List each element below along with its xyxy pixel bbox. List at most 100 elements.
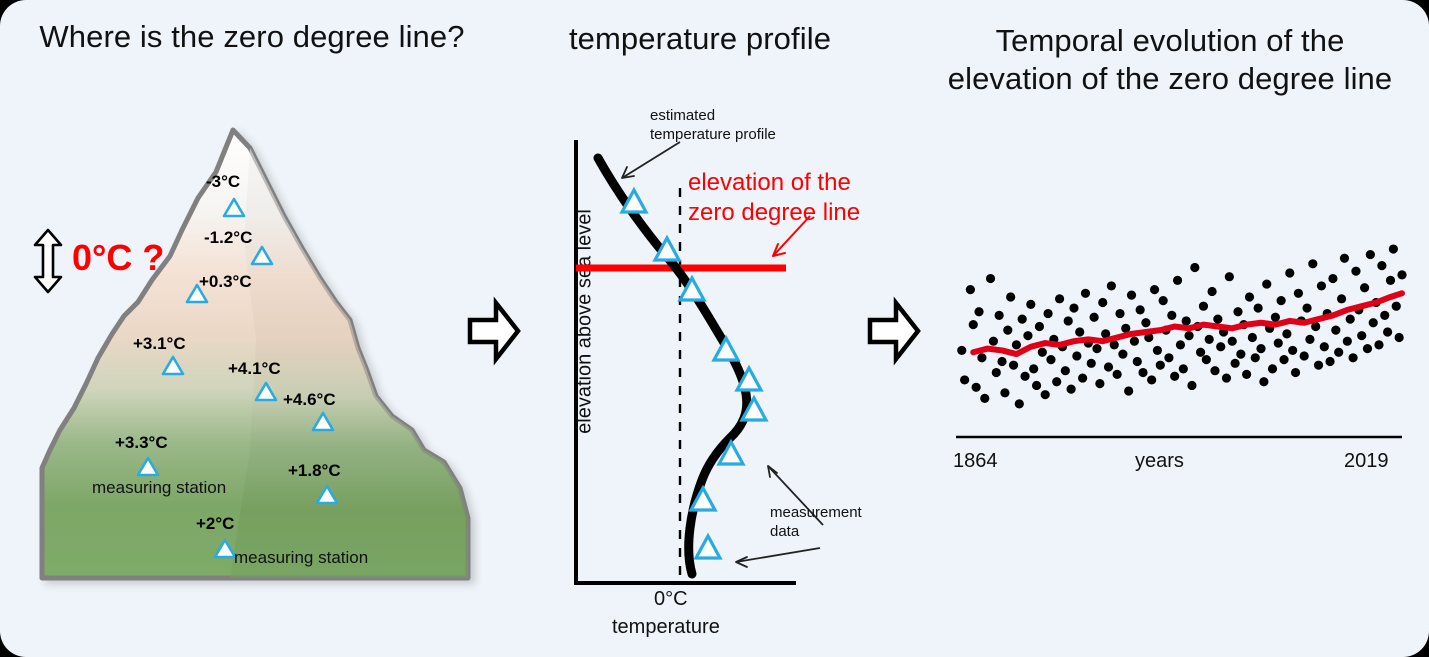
scatter-point <box>1069 303 1079 313</box>
measuring-station-caption: measuring station <box>92 478 227 497</box>
scatter-point <box>985 273 996 284</box>
scatter-point <box>988 336 999 346</box>
scatter-point <box>1006 292 1016 302</box>
station-temperature-label: -3°C <box>206 172 241 191</box>
annotation-arrow-zero-line <box>772 215 811 257</box>
scatter-point <box>1374 340 1384 350</box>
scatter-point <box>1253 303 1263 313</box>
scatter-point <box>994 310 1004 321</box>
scatter-point <box>977 353 987 363</box>
scatter-point <box>1233 307 1243 317</box>
measuring-station-triangle-icon <box>161 355 185 376</box>
scatter-point <box>1026 299 1036 309</box>
measuring-station-triangle-icon <box>250 245 274 266</box>
scatter-point <box>1129 336 1139 346</box>
scatter-point <box>1132 356 1142 367</box>
scatter-point <box>997 356 1007 367</box>
station-temperature-label: +2°C <box>196 514 235 533</box>
scatter-point <box>1242 369 1252 379</box>
scatter-point <box>1279 355 1289 365</box>
scatter-point <box>1345 314 1355 324</box>
scatter-point <box>1230 358 1240 368</box>
scatter-point <box>1175 340 1186 350</box>
scatter-point <box>1357 331 1367 341</box>
scatter-point <box>1060 366 1070 376</box>
left-panel-title: Where is the zero degree line? <box>39 19 465 54</box>
scatter-point <box>1017 314 1027 324</box>
scatter-point <box>1359 283 1370 293</box>
scatter-point <box>1126 290 1137 300</box>
measuring-station-triangle-icon <box>136 456 160 477</box>
x-axis-label-temperature: temperature <box>612 616 720 638</box>
station-temperature-label: -1.2°C <box>204 228 253 247</box>
scatter-point <box>957 345 967 356</box>
measuring-station-triangle-icon <box>222 197 246 218</box>
x-axis-end-year-label: 2019 <box>1344 450 1389 472</box>
scatter-point <box>1052 377 1062 387</box>
scatter-point <box>1106 281 1116 291</box>
measuring-station-triangle-icon <box>254 381 278 402</box>
scatter-point <box>1221 373 1232 383</box>
scatter-point <box>1285 268 1295 278</box>
scatter-point <box>1262 279 1272 289</box>
scatter-point <box>1288 345 1298 356</box>
scatter-point <box>1020 371 1030 381</box>
scatter-point <box>1299 351 1309 361</box>
measuring-station-caption: measuring station <box>234 548 369 567</box>
scatter-point <box>1103 362 1114 372</box>
scatter-points <box>957 244 1407 409</box>
middle-panel-title: temperature profile <box>568 21 832 56</box>
scatter-point <box>1201 355 1211 365</box>
temperature-profile-chart <box>574 140 824 585</box>
smoothed-trend-line <box>970 290 1405 358</box>
annotation-measurement-data: measurement data <box>770 504 862 540</box>
scatter-point <box>1362 343 1373 354</box>
scatter-point <box>1095 379 1105 389</box>
scatter-point <box>1368 318 1378 328</box>
scatter-point <box>1063 316 1073 326</box>
scatter-point <box>1397 270 1407 280</box>
scatter-point <box>1267 364 1278 374</box>
scatter-point <box>1080 288 1091 298</box>
scatter-point <box>1334 347 1344 357</box>
scatter-point <box>1210 366 1220 376</box>
scatter-point <box>1187 380 1197 391</box>
scatter-point <box>1011 340 1022 350</box>
scatter-point <box>1040 390 1050 400</box>
station-temperature-label: +1.8°C <box>288 461 341 480</box>
scatter-point <box>960 375 970 385</box>
scatter-point <box>1138 367 1148 378</box>
scatter-point <box>974 307 984 317</box>
scatter-point <box>1331 325 1341 335</box>
scatter-point <box>1270 312 1280 322</box>
scatter-point <box>1054 294 1065 304</box>
scatter-point <box>1293 288 1304 298</box>
scatter-point <box>1046 355 1056 365</box>
zero-degree-question-label: 0°C ? <box>72 237 165 278</box>
scatter-point <box>1115 308 1125 319</box>
scatter-point <box>1031 380 1042 391</box>
scatter-point <box>1109 340 1119 350</box>
scatter-point <box>1394 332 1404 343</box>
scatter-point <box>1198 301 1209 311</box>
scatter-point <box>1328 273 1338 284</box>
scatter-point <box>1003 325 1013 335</box>
scatter-point <box>1158 296 1168 306</box>
measuring-station-triangle-icon <box>315 484 339 505</box>
scatter-point <box>1236 349 1246 359</box>
scatter-point <box>1348 353 1358 363</box>
scatter-point <box>1149 285 1160 295</box>
scatter-point <box>1078 373 1088 383</box>
scatter-point <box>1351 266 1361 276</box>
scatter-point <box>1029 364 1039 374</box>
scatter-point <box>1098 297 1108 308</box>
scatter-point <box>1336 294 1347 304</box>
scatter-point <box>1034 321 1045 332</box>
scatter-point <box>1302 303 1312 313</box>
scatter-point <box>1037 347 1047 357</box>
scatter-point <box>1072 351 1082 361</box>
scatter-point <box>1311 321 1321 332</box>
block-arrow-right-icon-1 <box>467 296 521 366</box>
scatter-point <box>1118 349 1128 359</box>
